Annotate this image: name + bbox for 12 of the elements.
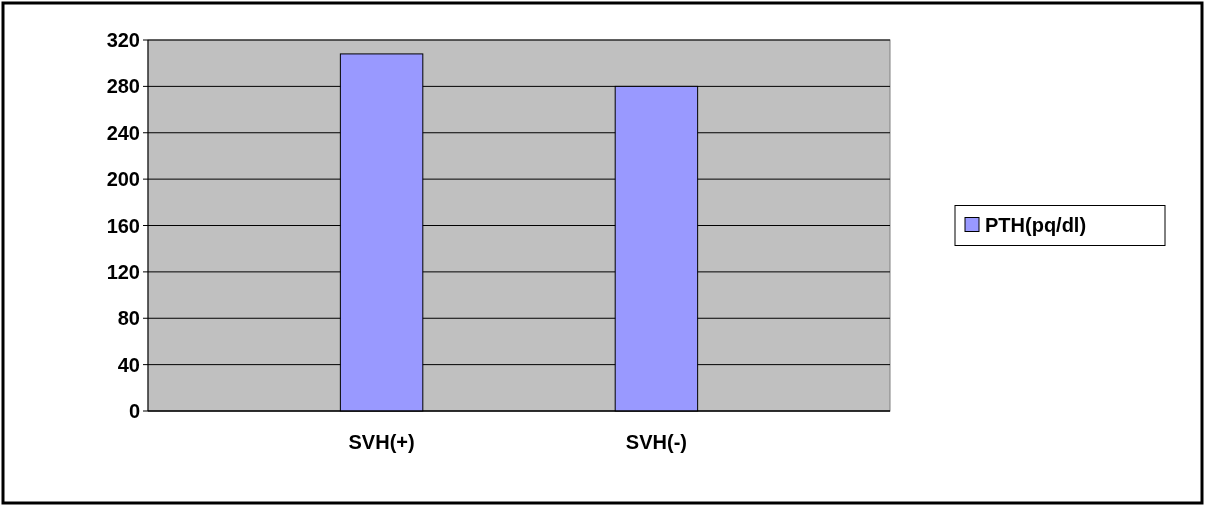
- y-tick-label: 0: [128, 400, 140, 422]
- x-tick-label: SVH(-): [625, 431, 687, 453]
- x-tick-label: SVH(+): [348, 431, 415, 453]
- y-tick-label: 320: [106, 29, 140, 51]
- legend-label: PTH(pq/dl): [985, 213, 1087, 236]
- y-tick-label: 200: [106, 168, 140, 191]
- y-tick-label: 120: [106, 260, 140, 283]
- y-tick-label: 240: [106, 121, 140, 144]
- y-tick-label: 280: [106, 75, 140, 98]
- y-tick-label: 40: [117, 353, 140, 376]
- y-tick-label: 160: [106, 214, 140, 237]
- y-tick-label: 80: [117, 307, 140, 330]
